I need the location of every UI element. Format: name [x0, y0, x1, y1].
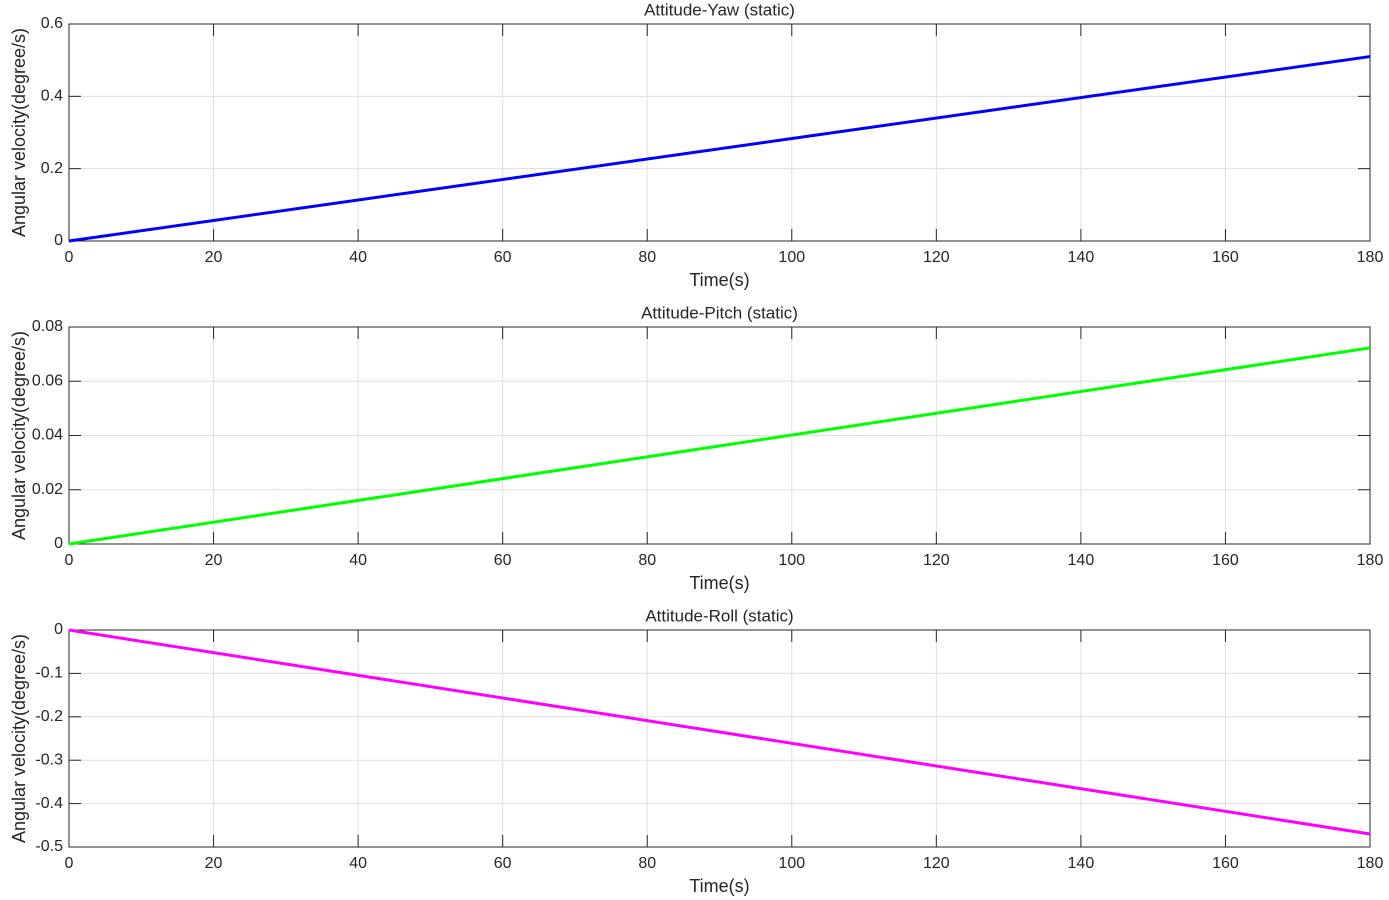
- y-tick-label: -0.5: [35, 838, 63, 855]
- axes-box: [68, 23, 1371, 242]
- chart-title: Attitude-Yaw (static): [644, 0, 795, 19]
- x-tick-label: 40: [349, 552, 367, 569]
- y-tick-label: -0.3: [35, 751, 63, 768]
- y-tick-label: 0.04: [32, 427, 63, 444]
- x-axis-label: Time(s): [689, 270, 749, 290]
- x-tick-label: 140: [1068, 855, 1095, 872]
- y-axis-label: Angular velocity(degree/s): [9, 28, 29, 237]
- x-axis-label: Time(s): [689, 573, 749, 593]
- data-line: [68, 346, 1371, 546]
- y-tick-label: 0.4: [41, 88, 63, 105]
- x-tick-label: 180: [1357, 855, 1384, 872]
- x-tick-label: 100: [778, 855, 805, 872]
- x-tick-label: 60: [494, 855, 512, 872]
- x-tick-label: 80: [638, 552, 656, 569]
- axes-box: [68, 326, 1371, 545]
- data-line: [68, 55, 1371, 243]
- data-line: [68, 628, 1371, 836]
- chart-title: Attitude-Roll (static): [645, 606, 793, 625]
- x-tick-label: 0: [65, 249, 74, 266]
- y-tick-label: -0.4: [35, 795, 63, 812]
- y-tick-label: -0.1: [35, 665, 63, 682]
- x-tick-label: 80: [638, 249, 656, 266]
- x-tick-label: 100: [778, 552, 805, 569]
- x-tick-label: 160: [1212, 855, 1239, 872]
- x-tick-label: 40: [349, 855, 367, 872]
- y-tick-label: 0.06: [32, 372, 63, 389]
- x-axis-label: Time(s): [689, 876, 749, 896]
- axes-box: [68, 629, 1371, 848]
- x-tick-label: 120: [923, 855, 950, 872]
- y-tick-label: 0: [54, 535, 63, 552]
- y-axis-label: Angular velocity(degree/s): [9, 634, 29, 843]
- y-tick-label: 0.6: [41, 15, 63, 32]
- y-axis-label: Angular velocity(degree/s): [9, 331, 29, 540]
- x-tick-label: 20: [205, 552, 223, 569]
- y-tick-label: 0.08: [32, 318, 63, 335]
- x-tick-label: 60: [494, 552, 512, 569]
- y-tick-label: 0.02: [32, 481, 63, 498]
- x-tick-label: 180: [1357, 552, 1384, 569]
- x-tick-label: 0: [65, 855, 74, 872]
- x-tick-label: 160: [1212, 552, 1239, 569]
- y-tick-label: 0.2: [41, 160, 63, 177]
- x-tick-label: 0: [65, 552, 74, 569]
- y-tick-label: 0: [54, 621, 63, 638]
- y-tick-label: 0: [54, 232, 63, 249]
- x-tick-label: 140: [1068, 552, 1095, 569]
- plot-area: [69, 630, 1370, 847]
- x-tick-label: 40: [349, 249, 367, 266]
- x-tick-label: 80: [638, 855, 656, 872]
- x-tick-label: 140: [1068, 249, 1095, 266]
- chart-title: Attitude-Pitch (static): [641, 303, 798, 322]
- x-tick-label: 20: [205, 249, 223, 266]
- x-tick-label: 60: [494, 249, 512, 266]
- x-tick-label: 160: [1212, 249, 1239, 266]
- x-tick-label: 120: [923, 249, 950, 266]
- plot-area: [69, 24, 1370, 241]
- x-tick-label: 120: [923, 552, 950, 569]
- x-tick-label: 20: [205, 855, 223, 872]
- y-tick-label: -0.2: [35, 708, 63, 725]
- x-tick-label: 180: [1357, 249, 1384, 266]
- x-tick-label: 100: [778, 249, 805, 266]
